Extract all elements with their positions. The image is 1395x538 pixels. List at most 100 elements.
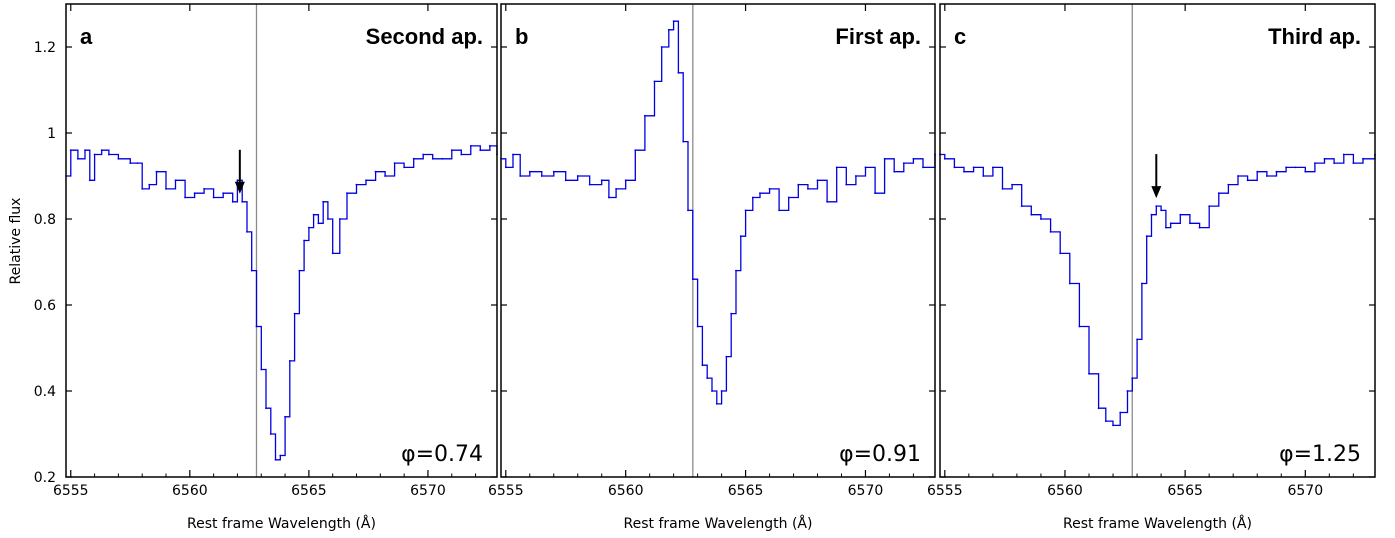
phase-label: φ=0.91 [839, 442, 921, 467]
x-tick-label: 6565 [728, 483, 764, 499]
plot-frame [939, 3, 1376, 478]
spectrum-point [1160, 209, 1163, 212]
spectrum-point [682, 140, 685, 143]
spectrum-point [1227, 183, 1230, 186]
spectrum-point [1097, 407, 1100, 410]
spectrum-point [835, 166, 838, 169]
spectrum-point [943, 157, 946, 160]
arrow-head [234, 181, 245, 194]
spectrum-point [260, 368, 263, 371]
spectrum-point [608, 196, 610, 199]
spectrum-point [284, 415, 286, 418]
spectrum-point [479, 149, 482, 152]
spectrum-point [528, 170, 531, 173]
spectrum-point [744, 209, 747, 212]
spectrum-point [807, 188, 809, 190]
spectrum-point [241, 200, 244, 203]
spectrum-point [1294, 166, 1297, 169]
spectrum-point [1285, 166, 1287, 169]
spectrum-point [1040, 218, 1042, 220]
y-tick-label: 1.2 [34, 40, 56, 56]
y-tick-label: 0.8 [34, 212, 56, 228]
spectrum-point [768, 188, 771, 190]
spectrum-point [696, 325, 699, 328]
spectrum-point [1352, 162, 1355, 165]
spectrum-point [460, 153, 463, 156]
spectrum-point [365, 179, 367, 182]
spectrum-point [84, 149, 86, 152]
spectrum-point [1020, 205, 1023, 208]
spectrum-series [501, 20, 936, 405]
x-tick-label: 6570 [848, 483, 884, 499]
spectrum-point [854, 175, 857, 177]
spectrum-point [963, 170, 965, 173]
spectrum-point [778, 209, 781, 212]
spectrum-point [312, 213, 315, 216]
spectrum-point [100, 149, 103, 152]
spectrum-point [274, 458, 277, 461]
spectrum-point [691, 278, 694, 281]
spectrum-point [512, 153, 514, 156]
phase-label: φ=1.25 [1279, 442, 1361, 467]
spectrum-point [69, 149, 72, 152]
spectrum-point [653, 80, 656, 83]
x-tick-label: 6570 [1287, 483, 1323, 499]
spectrum-point [677, 71, 680, 74]
spectrum-point [552, 170, 555, 173]
spectrum-point [246, 231, 248, 233]
spectrum-point [355, 183, 358, 186]
x-tick-label: 6555 [927, 483, 963, 499]
spectrum-point [1237, 175, 1239, 177]
spectrum-point [953, 166, 956, 169]
panel-b: 6555 6560 6565 6570 Rest frame Wavelength (Å… [488, 3, 936, 532]
spectrum-point [393, 162, 396, 165]
spectrum-point [624, 179, 627, 182]
x-tick-label: 6565 [291, 483, 327, 499]
spectrum-point [1155, 205, 1158, 208]
spectrum-point [1304, 170, 1307, 173]
spectrum-point [327, 218, 329, 220]
spectrum-point [739, 235, 742, 238]
spectrum-point [922, 166, 924, 169]
spectrum-point [564, 179, 567, 182]
phase-label: φ=0.74 [401, 442, 483, 467]
spectrum-point [1059, 252, 1062, 255]
spectrum-point [1011, 183, 1013, 186]
spectrum-point [1049, 231, 1052, 233]
spectrum-point [706, 377, 709, 379]
spectrum-point [136, 162, 139, 165]
spectrum-point [255, 325, 258, 328]
spectrum-point [1131, 377, 1134, 379]
spectrum-point [1333, 162, 1336, 165]
spectrum-point [184, 196, 186, 199]
spectrum-point [307, 226, 310, 229]
spectrum-point [450, 149, 453, 152]
arrow-head [1151, 186, 1162, 199]
spectrum-point [431, 157, 434, 160]
spectrum-point [331, 252, 334, 255]
spectrum-point [231, 200, 234, 203]
spectrum-point [725, 355, 728, 358]
spectrum-point [107, 153, 110, 156]
x-tick-label: 6555 [53, 483, 89, 499]
spectrum-point [265, 407, 267, 410]
panel-title: Second ap. [366, 24, 483, 49]
spectrum-point [488, 145, 491, 147]
spectrum-point [883, 157, 886, 160]
x-axis-title: Rest frame Wavelength (Å) [624, 515, 813, 532]
spectrum-point [1314, 162, 1316, 165]
spectrum-point [1140, 282, 1143, 285]
spectrum-point [1246, 179, 1249, 182]
spectrum-point [77, 157, 79, 160]
spectrum-point [1119, 411, 1122, 414]
plot-frame [65, 3, 498, 478]
spectrum-point [759, 192, 761, 195]
panel-letter: b [515, 24, 528, 49]
spectrum-point [1030, 213, 1033, 216]
spectrum-point [346, 192, 348, 195]
spectrum-point [787, 196, 790, 199]
y-tick-label: 1 [47, 126, 56, 142]
y-tick-label: 0.2 [34, 470, 56, 486]
spectrum-point [1078, 325, 1081, 328]
x-tick-label: 6560 [608, 483, 644, 499]
